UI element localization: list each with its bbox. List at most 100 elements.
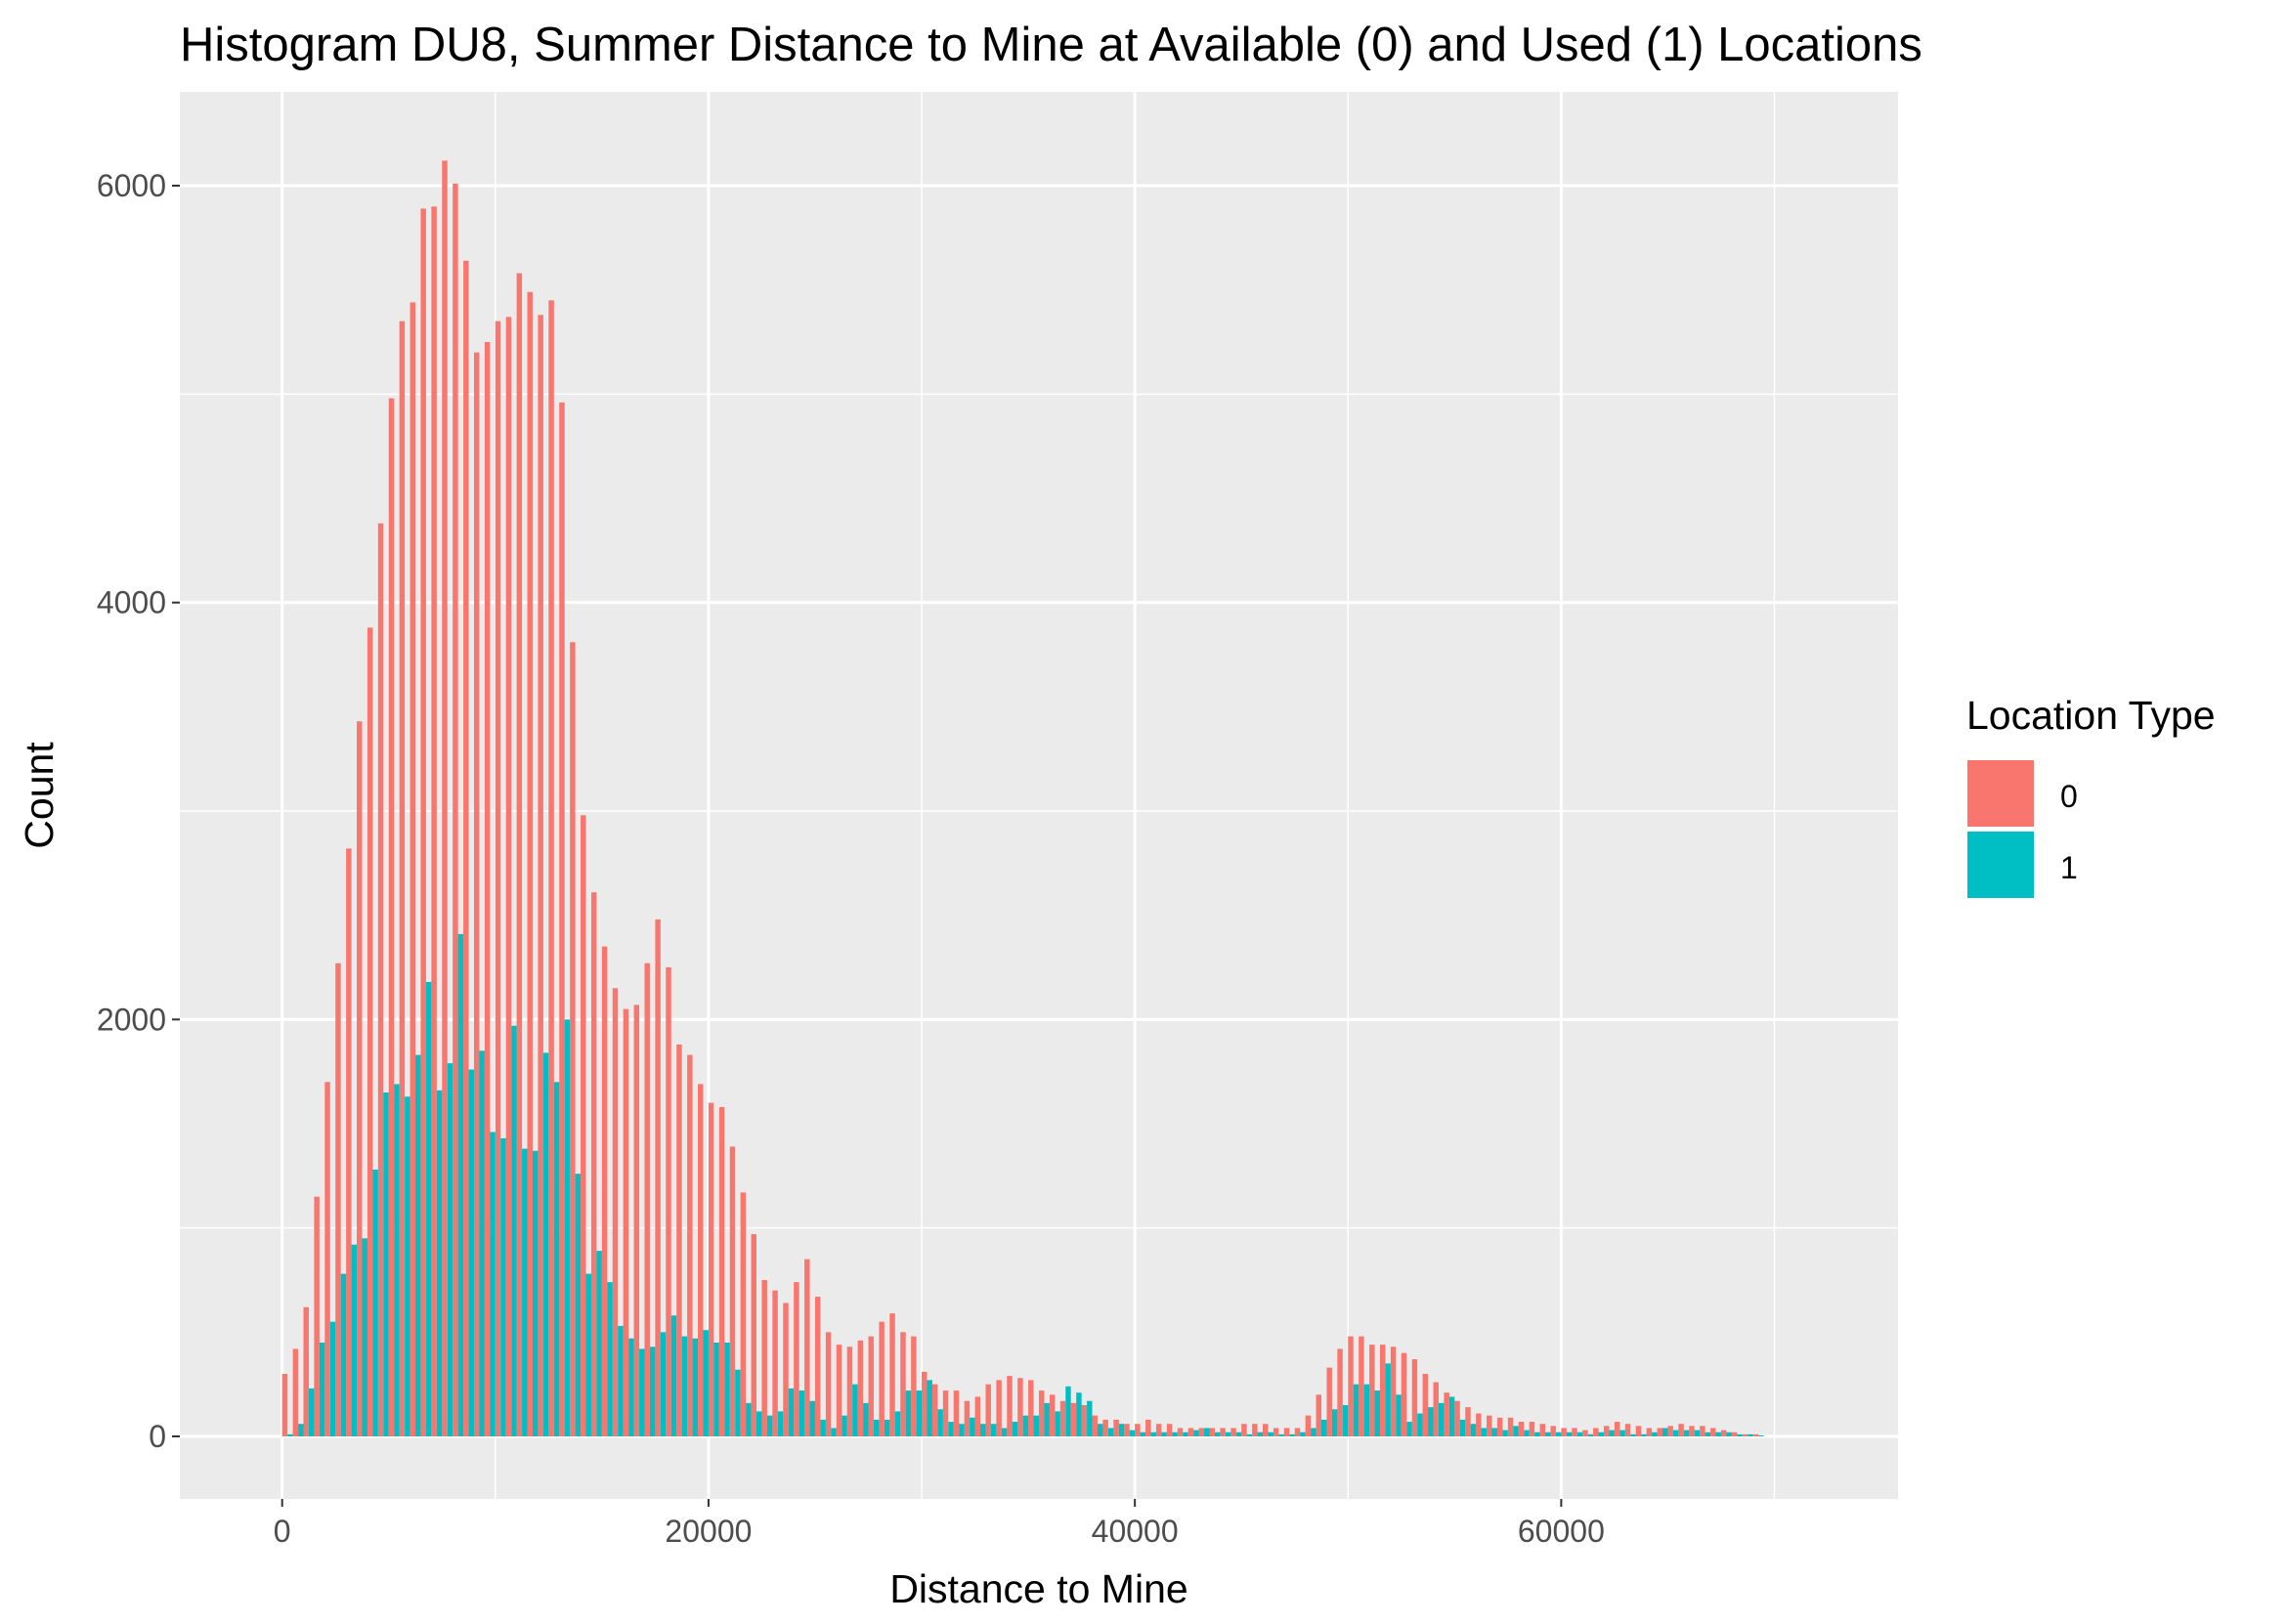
bar-series-1 [1491, 1428, 1497, 1436]
bar-series-1 [1566, 1432, 1573, 1436]
bar-series-1 [340, 1273, 347, 1436]
bar-series-0 [1582, 1430, 1588, 1436]
bar-series-1 [383, 1092, 389, 1436]
bar-series-1 [1342, 1405, 1349, 1436]
bar-series-1 [713, 1343, 719, 1436]
bar-series-1 [1598, 1432, 1605, 1436]
bar-series-0 [1614, 1422, 1620, 1436]
bar-series-0 [612, 988, 619, 1436]
bar-series-0 [761, 1280, 767, 1436]
bar-series-0 [1742, 1433, 1748, 1436]
bar-series-0 [1454, 1400, 1460, 1436]
bar-series-0 [420, 208, 426, 1436]
bar-series-0 [367, 627, 373, 1436]
bar-series-1 [1161, 1432, 1167, 1436]
bar-series-1 [1396, 1394, 1402, 1436]
bar-series-1 [1311, 1428, 1316, 1436]
bar-series-1 [575, 1174, 582, 1436]
bar-series-0 [1316, 1394, 1322, 1436]
bar-series-0 [1401, 1352, 1407, 1436]
bar-series-1 [703, 1330, 709, 1436]
bar-series-1 [436, 1090, 443, 1436]
bar-series-1 [308, 1388, 315, 1436]
bar-series-1 [735, 1369, 741, 1436]
bar-series-0 [922, 1371, 928, 1436]
bar-series-0 [1135, 1424, 1141, 1436]
bar-series-0 [463, 260, 469, 1436]
bar-series-0 [570, 642, 576, 1436]
y-tick-label: 6000 [97, 168, 166, 203]
bar-series-0 [1326, 1367, 1332, 1436]
bar-series-1 [755, 1411, 762, 1436]
bar-series-1 [1502, 1430, 1508, 1436]
bar-series-0 [431, 206, 437, 1436]
bar-series-1 [490, 1132, 496, 1436]
bar-series-0 [601, 946, 608, 1436]
x-tick-label: 0 [274, 1514, 291, 1549]
bar-series-0 [1411, 1359, 1418, 1436]
bar-series-0 [1422, 1374, 1429, 1436]
bar-series-0 [1273, 1428, 1279, 1436]
bar-series-0 [804, 1259, 810, 1436]
bar-series-0 [1294, 1428, 1301, 1436]
bar-series-0 [1283, 1428, 1290, 1436]
bar-series-0 [442, 160, 448, 1436]
bar-series-1 [1448, 1396, 1455, 1436]
bar-series-0 [1752, 1433, 1759, 1436]
bar-series-1 [1097, 1424, 1103, 1436]
y-axis-ticks: 0 2000 4000 6000 [97, 168, 180, 1454]
bar-series-1 [746, 1402, 752, 1436]
bar-series-1 [1289, 1433, 1295, 1436]
bar-series-1 [1715, 1432, 1721, 1436]
bar-series-1 [1363, 1384, 1370, 1436]
bar-series-0 [1092, 1415, 1098, 1436]
bar-series-1 [287, 1433, 293, 1436]
bar-series-0 [1113, 1419, 1119, 1436]
bar-series-1 [1118, 1424, 1125, 1436]
bar-series-1 [298, 1424, 304, 1436]
bar-series-0 [623, 1008, 629, 1436]
bar-series-0 [825, 1332, 832, 1436]
bar-series-1 [1758, 1434, 1764, 1436]
bar-series-1 [1534, 1432, 1540, 1436]
bar-series-1 [1214, 1432, 1221, 1436]
bar-series-0 [857, 1340, 864, 1436]
bar-series-0 [1059, 1400, 1066, 1436]
bar-series-0 [889, 1313, 895, 1436]
bar-series-0 [1635, 1426, 1642, 1436]
bar-series-0 [410, 302, 416, 1436]
bar-series-1 [1524, 1430, 1530, 1436]
bar-series-0 [1187, 1428, 1194, 1436]
bar-series-1 [1225, 1432, 1231, 1436]
legend-label-0: 0 [2060, 779, 2078, 814]
bar-series-1 [873, 1419, 880, 1436]
bar-series-1 [1406, 1422, 1412, 1436]
bar-series-0 [846, 1346, 853, 1436]
bar-series-1 [1107, 1428, 1114, 1436]
bar-series-1 [916, 1390, 923, 1436]
bar-series-0 [1070, 1402, 1077, 1436]
x-axis-ticks: 0 20000 40000 60000 [274, 1499, 1605, 1549]
bar-series-1 [1268, 1432, 1273, 1436]
bar-series-1 [1470, 1424, 1477, 1436]
bar-series-1 [1609, 1430, 1615, 1436]
bar-series-0 [1305, 1415, 1312, 1436]
bar-series-0 [974, 1396, 981, 1436]
bar-series-1 [1481, 1428, 1488, 1436]
bar-series-1 [1033, 1415, 1039, 1436]
bar-series-1 [372, 1169, 378, 1436]
bar-series-1 [937, 1409, 943, 1436]
bar-series-0 [1444, 1392, 1449, 1436]
bar-series-0 [911, 1336, 917, 1436]
bar-series-1 [798, 1390, 805, 1436]
bar-series-1 [1641, 1433, 1647, 1436]
bar-series-0 [687, 1054, 693, 1436]
bar-series-1 [841, 1415, 847, 1436]
bar-series-0 [729, 1146, 736, 1436]
bar-series-0 [1657, 1428, 1662, 1436]
bar-series-0 [814, 1297, 821, 1436]
bar-series-1 [564, 1019, 571, 1436]
bar-series-0 [1379, 1345, 1386, 1436]
bar-series-1 [1385, 1363, 1391, 1436]
bar-series-0 [1667, 1426, 1673, 1436]
